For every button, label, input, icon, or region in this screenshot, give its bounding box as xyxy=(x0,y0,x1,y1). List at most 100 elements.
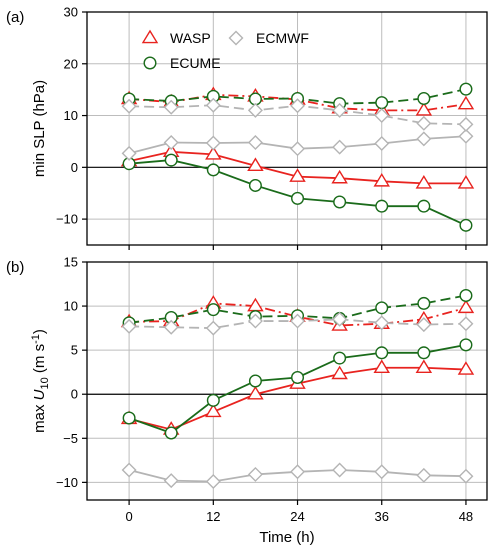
point-ecmwf-solid-5 xyxy=(332,139,348,155)
y-axis-label: min SLP (hPa) xyxy=(31,80,48,177)
point-ecmwf-dashed-6 xyxy=(374,315,390,331)
point-ecmwf-solid-1 xyxy=(163,473,179,489)
panel-b: −10 −5 0 5 10 15 0 12 24 36 48 (b) max U10 (m s-1) Ti… xyxy=(6,255,488,546)
point-ecmwf-dashed-6 xyxy=(374,108,390,124)
legend-label-ecmwf: ECMWF xyxy=(256,30,309,46)
point-ecmwf-dashed-5 xyxy=(332,311,348,327)
point-ecume-solid-8 xyxy=(459,338,473,352)
point-wasp-solid-6 xyxy=(373,359,390,374)
point-ecume-solid-0 xyxy=(122,411,136,425)
point-ecmwf-solid-2 xyxy=(205,473,221,489)
point-wasp-solid-5 xyxy=(331,169,348,184)
point-ecume-dashed-2 xyxy=(206,303,220,317)
y-axis-label: max U10 (m s-1) xyxy=(30,329,51,433)
point-wasp-solid-7 xyxy=(415,359,433,374)
panel-label: (b) xyxy=(6,259,24,276)
point-wasp-solid-5 xyxy=(331,365,348,380)
point-ecmwf-solid-4 xyxy=(290,464,306,480)
point-ecume-solid-4 xyxy=(291,370,305,384)
legend-label-ecume: ECUME xyxy=(170,55,221,71)
point-ecmwf-solid-3 xyxy=(247,466,263,482)
point-ecmwf-solid-6 xyxy=(374,136,390,152)
point-ecume-solid-7 xyxy=(417,346,431,360)
point-wasp-solid-8 xyxy=(457,361,475,375)
ytick-label-3: 20 xyxy=(64,56,78,71)
point-ecume-solid-1 xyxy=(164,153,178,167)
point-ecmwf-solid-5 xyxy=(332,462,348,478)
point-ecume-dashed-6 xyxy=(375,96,389,110)
point-ecmwf-solid-8 xyxy=(458,128,474,144)
series-line-wasp-dashdot xyxy=(129,302,467,327)
point-ecume-solid-1 xyxy=(164,426,178,440)
x-axis-label: Time (h) xyxy=(259,529,314,546)
panel-a: −10 0 10 20 30 (a) min SLP (hPa) WASP ECMWF ECUME xyxy=(6,5,488,250)
point-ecmwf-solid-0 xyxy=(121,462,137,478)
ytick-label-2: 10 xyxy=(64,108,78,123)
point-ecmwf-dashed-1 xyxy=(163,319,179,335)
xtick-label-1: 12 xyxy=(206,509,220,524)
point-wasp-solid-2 xyxy=(205,146,222,160)
point-ecmwf-dashed-7 xyxy=(416,115,432,131)
point-ecume-dashed-7 xyxy=(417,296,431,310)
ytick-label-2: 0 xyxy=(71,387,78,402)
point-ecmwf-dashed-0 xyxy=(121,318,137,334)
point-ecmwf-dashed-5 xyxy=(332,102,348,118)
point-ecume-solid-3 xyxy=(248,178,262,192)
point-ecmwf-solid-2 xyxy=(205,135,221,151)
ytick-label-0: −10 xyxy=(56,475,78,490)
plot-frame xyxy=(86,261,488,501)
point-ecume-solid-2 xyxy=(206,163,220,177)
point-ecume-dashed-7 xyxy=(417,91,431,105)
point-ecmwf-solid-0 xyxy=(121,145,137,161)
legend-marker-wasp xyxy=(141,29,159,44)
legend: WASP ECMWF ECUME xyxy=(141,29,309,71)
plot-frame xyxy=(86,11,488,246)
point-wasp-solid-6 xyxy=(373,172,390,187)
point-ecmwf-dashed-0 xyxy=(121,98,137,114)
point-wasp-dashdot-8 xyxy=(457,299,475,314)
point-ecume-solid-5 xyxy=(333,195,347,209)
legend-label-wasp: WASP xyxy=(170,30,211,46)
point-ecume-solid-8 xyxy=(459,218,473,232)
point-ecmwf-solid-7 xyxy=(416,131,432,147)
point-ecume-solid-5 xyxy=(333,351,347,365)
point-ecmwf-dashed-8 xyxy=(458,116,474,132)
point-ecmwf-dashed-1 xyxy=(163,99,179,115)
point-ecume-dashed-8 xyxy=(459,82,473,96)
point-wasp-dashdot-3 xyxy=(247,297,264,312)
ytick-label-0: −10 xyxy=(56,212,78,227)
xtick-label-3: 36 xyxy=(375,509,389,524)
ytick-label-3: 5 xyxy=(71,343,78,358)
point-ecmwf-dashed-2 xyxy=(205,97,221,113)
point-ecmwf-dashed-3 xyxy=(247,313,263,329)
point-ecume-solid-2 xyxy=(206,393,220,407)
ytick-label-4: 30 xyxy=(64,5,78,20)
point-ecmwf-solid-4 xyxy=(290,141,306,157)
xtick-label-4: 48 xyxy=(459,509,473,524)
point-ecmwf-dashed-7 xyxy=(416,317,432,333)
point-ecmwf-solid-7 xyxy=(416,467,432,483)
point-ecume-dashed-8 xyxy=(459,288,473,302)
panel-label: (a) xyxy=(6,9,24,26)
legend-marker-ecmwf xyxy=(228,30,244,46)
ytick-label-1: 0 xyxy=(71,160,78,175)
point-ecmwf-dashed-4 xyxy=(290,98,306,114)
point-wasp-solid-4 xyxy=(289,168,306,182)
point-wasp-solid-3 xyxy=(247,385,264,400)
point-ecume-dashed-6 xyxy=(375,301,389,315)
ytick-label-5: 15 xyxy=(64,255,78,270)
point-ecmwf-solid-1 xyxy=(163,134,179,150)
xtick-label-2: 24 xyxy=(290,509,304,524)
point-ecume-solid-4 xyxy=(291,191,305,205)
point-wasp-dashdot-7 xyxy=(415,102,433,116)
point-ecume-solid-3 xyxy=(248,374,262,388)
point-ecmwf-solid-3 xyxy=(247,134,263,150)
point-ecume-solid-6 xyxy=(375,346,389,360)
point-ecmwf-solid-8 xyxy=(458,468,474,484)
ytick-label-1: −5 xyxy=(63,431,78,446)
point-ecume-solid-7 xyxy=(417,199,431,213)
point-ecmwf-solid-6 xyxy=(374,464,390,480)
point-wasp-dashdot-8 xyxy=(457,95,475,110)
point-wasp-solid-2 xyxy=(205,403,222,418)
